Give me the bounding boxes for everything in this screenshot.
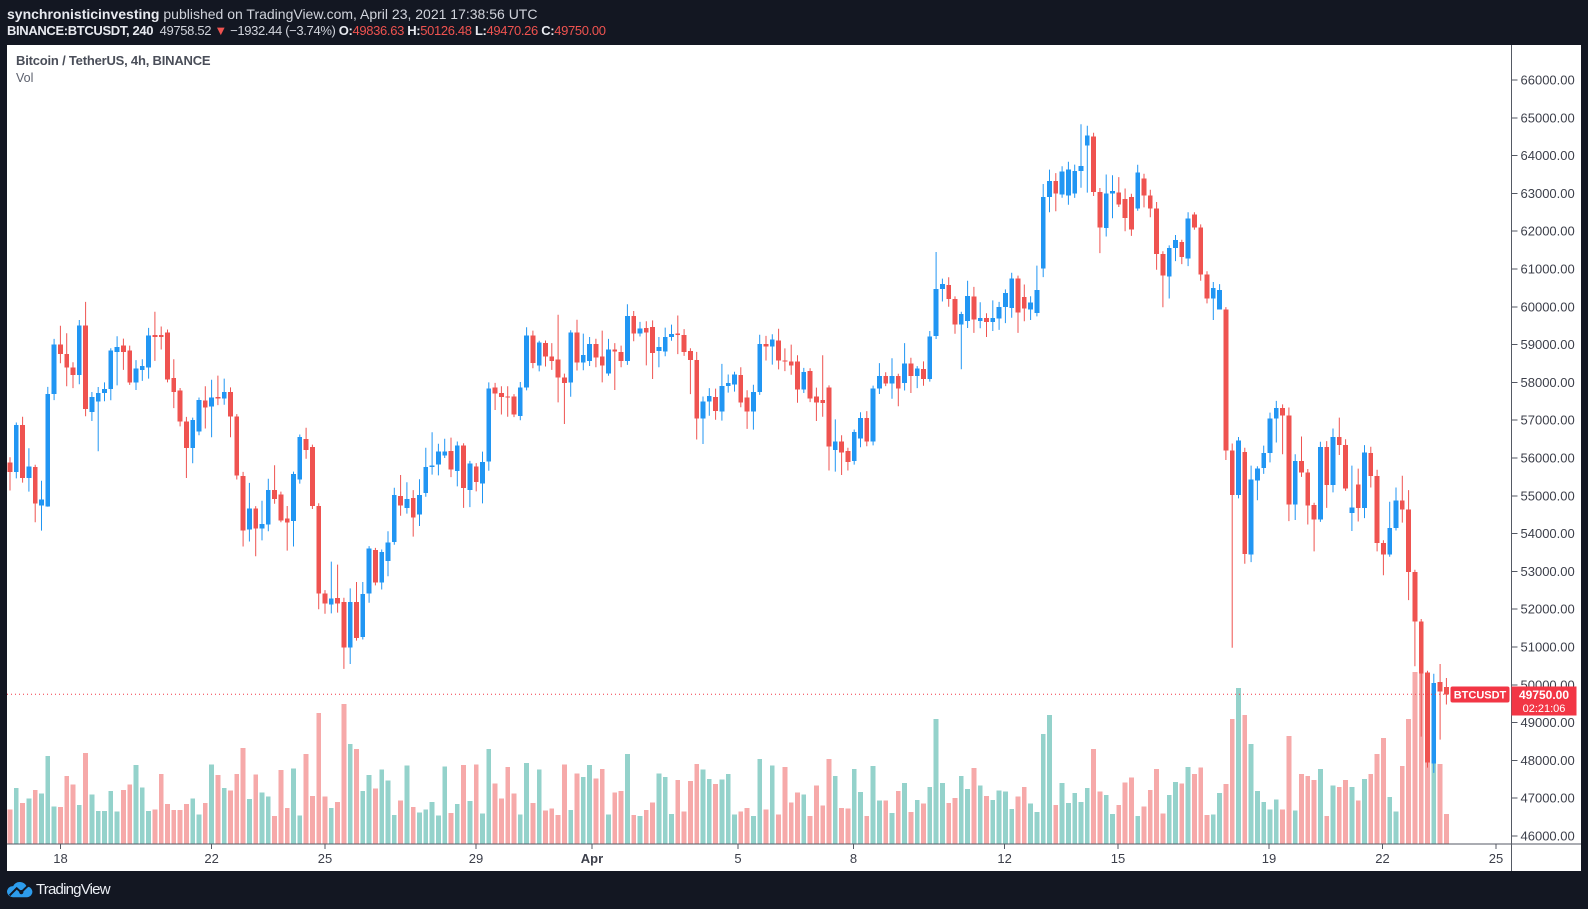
svg-text:49750.00: 49750.00 bbox=[1519, 688, 1569, 702]
svg-text:65000.00: 65000.00 bbox=[1521, 110, 1575, 125]
svg-text:63000.00: 63000.00 bbox=[1521, 186, 1575, 201]
svg-text:66000.00: 66000.00 bbox=[1521, 73, 1575, 88]
svg-text:12: 12 bbox=[997, 851, 1011, 866]
svg-text:5: 5 bbox=[734, 851, 741, 866]
svg-text:62000.00: 62000.00 bbox=[1521, 224, 1575, 239]
svg-text:25: 25 bbox=[318, 851, 332, 866]
svg-text:Vol: Vol bbox=[16, 71, 33, 85]
svg-text:02:21:06: 02:21:06 bbox=[1523, 703, 1566, 715]
svg-text:25: 25 bbox=[1489, 851, 1503, 866]
svg-text:53000.00: 53000.00 bbox=[1521, 564, 1575, 579]
svg-text:57000.00: 57000.00 bbox=[1521, 413, 1575, 428]
svg-text:58000.00: 58000.00 bbox=[1521, 375, 1575, 390]
svg-text:18: 18 bbox=[53, 851, 67, 866]
svg-text:19: 19 bbox=[1262, 851, 1276, 866]
svg-text:60000.00: 60000.00 bbox=[1521, 299, 1575, 314]
svg-text:29: 29 bbox=[469, 851, 483, 866]
svg-text:49000.00: 49000.00 bbox=[1521, 715, 1575, 730]
svg-text:22: 22 bbox=[204, 851, 218, 866]
svg-text:Apr: Apr bbox=[581, 851, 603, 866]
svg-text:47000.00: 47000.00 bbox=[1521, 791, 1575, 806]
svg-text:15: 15 bbox=[1111, 851, 1125, 866]
svg-text:8: 8 bbox=[850, 851, 857, 866]
svg-text:54000.00: 54000.00 bbox=[1521, 526, 1575, 541]
svg-text:52000.00: 52000.00 bbox=[1521, 602, 1575, 617]
svg-text:48000.00: 48000.00 bbox=[1521, 753, 1575, 768]
svg-text:59000.00: 59000.00 bbox=[1521, 337, 1575, 352]
svg-text:61000.00: 61000.00 bbox=[1521, 262, 1575, 277]
svg-text:22: 22 bbox=[1375, 851, 1389, 866]
svg-text:56000.00: 56000.00 bbox=[1521, 451, 1575, 466]
svg-text:55000.00: 55000.00 bbox=[1521, 488, 1575, 503]
svg-text:51000.00: 51000.00 bbox=[1521, 640, 1575, 655]
svg-text:46000.00: 46000.00 bbox=[1521, 829, 1575, 844]
svg-text:64000.00: 64000.00 bbox=[1521, 148, 1575, 163]
svg-text:BTCUSDT: BTCUSDT bbox=[1454, 690, 1507, 702]
svg-text:Bitcoin / TetherUS, 4h, BINANC: Bitcoin / TetherUS, 4h, BINANCE bbox=[16, 53, 211, 68]
